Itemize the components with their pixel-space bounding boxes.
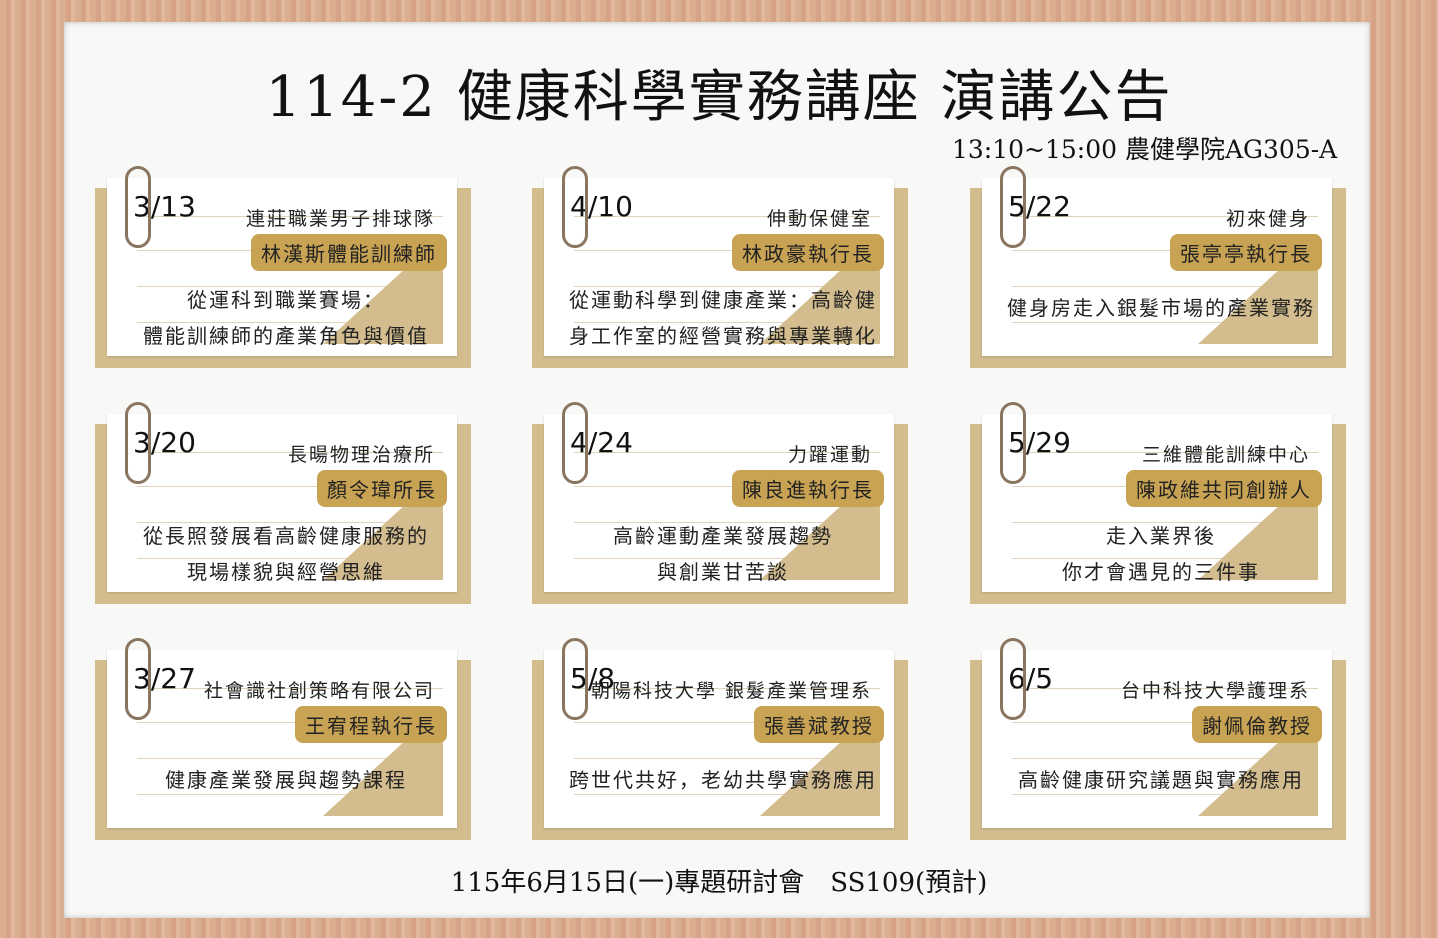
lecture-date: 4/24 <box>570 426 633 459</box>
lecture-date: 3/13 <box>133 190 196 223</box>
paperclip-icon <box>1000 402 1026 484</box>
lecture-card: 6/5 台中科技大學護理系 謝佩倫教授 高齡健康研究議題與實務應用 <box>970 638 1346 840</box>
topic-line: 體能訓練師的產業角色與價值 <box>143 324 429 348</box>
speaker-org: 連莊職業男子排球隊 <box>245 208 435 230</box>
lecture-date: 5/8 <box>570 662 616 695</box>
lecture-date: 4/10 <box>570 190 633 223</box>
topic-line: 從運科到職業賽場： <box>187 288 385 312</box>
topic-line: 你才會遇見的三件事 <box>1062 560 1260 584</box>
topic-line: 現場樣貌與經營思維 <box>187 560 385 584</box>
paperclip-icon <box>125 638 151 720</box>
lecture-topic: 高齡健康研究議題與實務應用 <box>1006 762 1316 798</box>
paperclip-icon <box>562 402 588 484</box>
speaker-org: 伸動保健室 <box>766 208 872 230</box>
paperclip-icon <box>1000 638 1026 720</box>
speaker-name-badge: 張亭亭執行長 <box>1170 234 1322 271</box>
topic-line: 健身房走入銀髮市場的產業實務 <box>1007 296 1315 320</box>
speaker-org: 社會識社創策略有限公司 <box>203 680 435 702</box>
paperclip-icon <box>562 638 588 720</box>
lecture-topic: 從運動科學到健康產業：高齡健 身工作室的經營實務與專業轉化 <box>568 282 878 354</box>
paperclip-icon <box>562 166 588 248</box>
speaker-org: 初來健身 <box>1225 208 1310 230</box>
lecture-date: 3/20 <box>133 426 196 459</box>
lecture-date: 6/5 <box>1008 662 1054 695</box>
paperclip-icon <box>1000 166 1026 248</box>
lecture-topic: 健康產業發展與趨勢課程 <box>131 762 441 798</box>
lecture-card: 4/24 力躍運動 陳良進執行長 高齡運動產業發展趨勢 與創業甘苦談 <box>532 402 908 604</box>
lecture-date: 3/27 <box>133 662 196 695</box>
speaker-name-badge: 張善斌教授 <box>754 706 884 743</box>
speaker-name-badge: 王宥程執行長 <box>295 706 447 743</box>
lecture-card: 4/10 伸動保健室 林政豪執行長 從運動科學到健康產業：高齡健 身工作室的經營實… <box>532 166 908 368</box>
topic-line: 從長照發展看高齡健康服務的 <box>143 524 429 548</box>
topic-line: 高齡健康研究議題與實務應用 <box>1018 768 1304 792</box>
footer-note: 115年6月15日(一)專題研討會 SS109(預計) <box>450 868 988 898</box>
speaker-org: 長暘物理治療所 <box>287 444 435 466</box>
poster-title: 114-2 健康科學實務講座 演講公告 <box>265 65 1173 130</box>
lecture-topic: 健身房走入銀髮市場的產業實務 <box>1006 290 1316 326</box>
lecture-card: 3/13 連莊職業男子排球隊 林漢斯體能訓練師 從運科到職業賽場： 體能訓練師的產… <box>95 166 471 368</box>
speaker-org: 力躍運動 <box>787 444 872 466</box>
lecture-card: 5/29 三維體能訓練中心 陳政維共同創辦人 走入業界後你才會遇見的三件事 <box>970 402 1346 604</box>
paperclip-icon <box>125 166 151 248</box>
topic-line: 從運動科學到健康產業：高齡健 <box>569 288 877 312</box>
lecture-card: 3/20 長暘物理治療所 顏令瑋所長 從長照發展看高齡健康服務的 現場樣貌與經營思… <box>95 402 471 604</box>
lecture-date: 5/22 <box>1008 190 1071 223</box>
time-location: 13:10~15:00 農健學院AG305-A <box>952 135 1338 164</box>
lecture-topic: 從運科到職業賽場： 體能訓練師的產業角色與價值 <box>131 282 441 354</box>
speaker-org: 朝陽科技大學 銀髮產業管理系 <box>590 680 872 702</box>
speaker-org: 三維體能訓練中心 <box>1141 444 1310 466</box>
lecture-card: 5/8 朝陽科技大學 銀髮產業管理系 張善斌教授 跨世代共好，老幼共學實務應用 <box>532 638 908 840</box>
topic-line: 與創業甘苦談 <box>657 560 789 584</box>
lecture-card: 3/27 社會識社創策略有限公司 王宥程執行長 健康產業發展與趨勢課程 <box>95 638 471 840</box>
topic-line: 健康產業發展與趨勢課程 <box>165 768 407 792</box>
speaker-name-badge: 陳政維共同創辦人 <box>1126 470 1322 507</box>
paperclip-icon <box>125 402 151 484</box>
lecture-topic: 高齡運動產業發展趨勢 與創業甘苦談 <box>568 518 878 590</box>
speaker-org: 台中科技大學護理系 <box>1120 680 1310 702</box>
topic-line: 跨世代共好，老幼共學實務應用 <box>569 768 877 792</box>
speaker-name-badge: 陳良進執行長 <box>732 470 884 507</box>
lecture-card: 5/22 初來健身 張亭亭執行長 健身房走入銀髮市場的產業實務 <box>970 166 1346 368</box>
lecture-topic: 從長照發展看高齡健康服務的 現場樣貌與經營思維 <box>131 518 441 590</box>
lecture-topic: 跨世代共好，老幼共學實務應用 <box>568 762 878 798</box>
topic-line: 高齡運動產業發展趨勢 <box>613 524 833 548</box>
speaker-name-badge: 林政豪執行長 <box>732 234 884 271</box>
speaker-name-badge: 顏令瑋所長 <box>317 470 447 507</box>
lecture-date: 5/29 <box>1008 426 1071 459</box>
lecture-topic: 走入業界後你才會遇見的三件事 <box>1006 518 1316 590</box>
topic-line: 走入業界後 <box>1106 524 1216 548</box>
topic-line: 身工作室的經營實務與專業轉化 <box>569 324 877 348</box>
speaker-name-badge: 謝佩倫教授 <box>1192 706 1322 743</box>
speaker-name-badge: 林漢斯體能訓練師 <box>251 234 447 271</box>
